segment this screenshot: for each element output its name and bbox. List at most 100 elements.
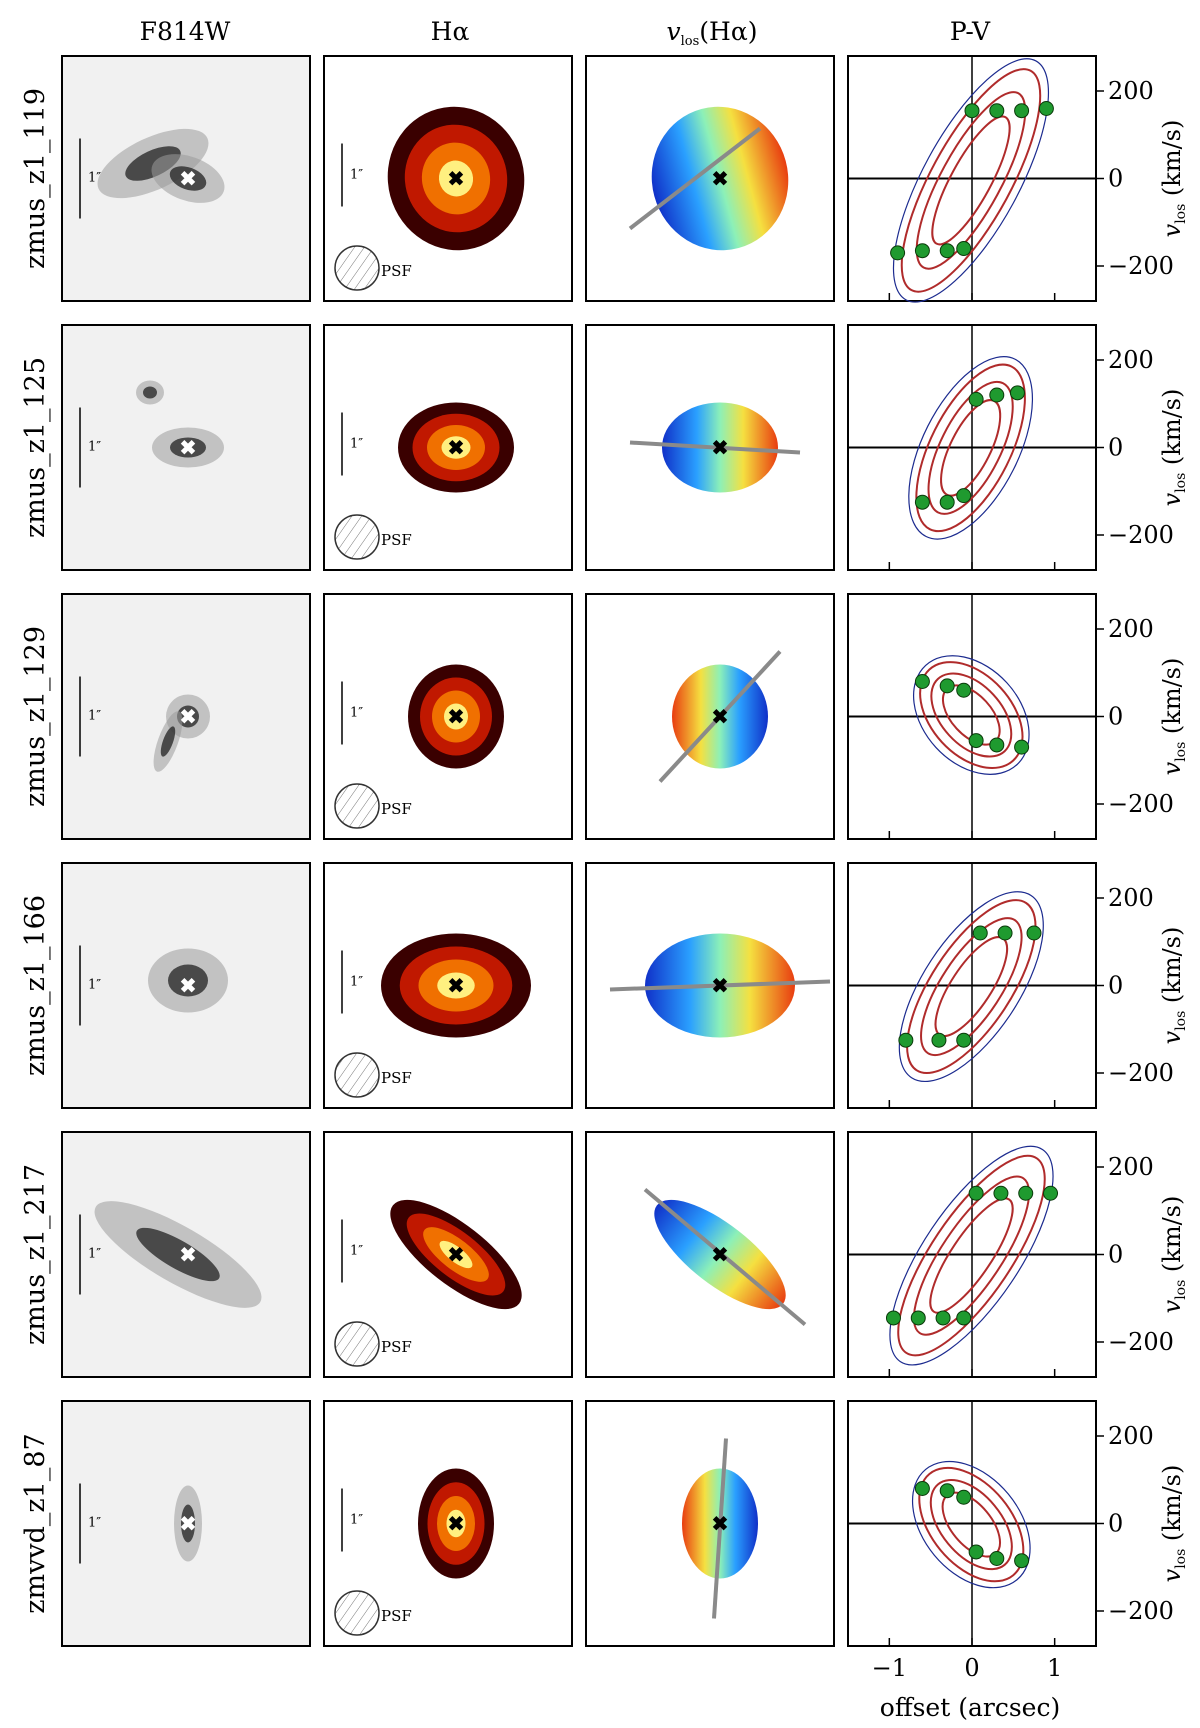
pv-ytick-label: −200 [1108,1597,1174,1625]
galaxy-core [160,726,176,757]
center-marker-icon: ✖ [712,167,729,191]
psf-circle-icon [334,1052,380,1098]
pv-diagram: 200 0 −200 vlos (km/s) −1 0 1 [847,1400,1189,1682]
pv-ytick-label: −200 [1108,521,1174,549]
pv-ytick-label: 200 [1108,77,1154,105]
scale-bar-label: 1″ [350,1244,363,1259]
pv-ytick-label: 200 [1108,615,1154,643]
psf-label: PSF [381,531,412,549]
pv-ylabel-rest: (km/s) [1158,1465,1186,1549]
pv-ylabel-main: v [1158,492,1186,506]
pv-diagram: 200 0 −200 vlos (km/s) [847,55,1189,303]
pv-ytick-label: −200 [1108,1328,1174,1356]
scale-bar-label: 1″ [88,1516,101,1531]
pv-point [1018,1185,1034,1201]
scale-bar-label: 1″ [350,168,363,183]
center-marker-icon: ✖ [180,436,197,460]
pv-ylabel-rest: (km/s) [1158,1196,1186,1280]
halpha-peak [446,1509,466,1538]
center-marker-icon: ✖ [712,1512,729,1536]
psf-circle-icon [334,1321,380,1367]
pv-ytick-label: 0 [1108,165,1123,193]
kinematic-axis-line [643,1187,807,1327]
center-marker-icon: ✖ [448,436,465,460]
kinematic-axis-line [712,1438,728,1619]
psf-label: PSF [381,262,412,280]
pv-point [956,488,972,504]
pv-ytick-label: −200 [1108,252,1174,280]
pv-point [931,1032,947,1048]
galaxy-core [169,166,207,191]
pv-data-contour [911,1460,1031,1589]
galaxy-core [168,964,208,997]
pv-point [972,925,988,941]
pv-point [1043,1185,1059,1201]
pv-ylabel-main: v [1158,223,1186,237]
pv-diagram: 200 0 −200 vlos (km/s) [847,593,1189,840]
pv-model-contour [929,1479,1013,1571]
pv-point [914,1481,930,1496]
pv-ylabel-sub: los [1173,1280,1189,1300]
pv-ytick-label: 0 [1108,1241,1123,1269]
pv-ytick-label: 200 [1108,1422,1154,1450]
pv-xlabel: offset (arcsec) [880,1693,1060,1722]
pv-point [910,1310,926,1326]
pv-point [939,243,955,259]
pv-data-contour [908,356,1034,540]
pv-ylabel-rest: (km/s) [1158,120,1186,204]
pv-point [914,243,930,259]
pv-ytick-label: 200 [1108,1153,1154,1181]
psf-label: PSF [381,800,412,818]
pv-point [1014,739,1030,755]
center-marker-icon: ✖ [180,167,197,191]
pv-ylabel-sub: los [1173,742,1189,762]
pv-model-contour [915,363,1026,533]
center-marker-icon: ✖ [712,974,729,998]
pv-point [964,103,980,119]
row-label: zmus_z1_125 [20,357,51,538]
pv-ylabel-rest: (km/s) [1158,927,1186,1011]
pv-ytick-label: 0 [1108,972,1123,1000]
pv-point [890,245,906,261]
row-zmus_z1_217: zmus_z1_217 ✖ 1″ ✖ 1″ PSF ✖ 200 0 −200 vlos (km/s) [20,1131,1189,1378]
pv-point [997,925,1013,941]
pv-point [935,1310,951,1326]
pv-ylabel: vlos (km/s) [1158,927,1189,1045]
pv-model-contour [897,1154,1046,1357]
pv-data-contour [892,58,1050,303]
center-marker-icon: ✖ [448,974,465,998]
galaxy-core [177,705,199,728]
pv-diagram: 200 0 −200 vlos (km/s) [847,862,1189,1109]
pv-ylabel: vlos (km/s) [1158,658,1189,776]
pv-point [956,1310,972,1326]
center-marker-icon: ✖ [712,705,729,729]
scale-bar-label: 1″ [88,978,101,993]
row-label: zmus_z1_129 [20,626,51,807]
pv-model-contour [927,380,1014,515]
pv-ytick-label: −200 [1108,1059,1174,1087]
row-zmus_z1_119: zmus_z1_119 ✖ 1″ ✖ 1″ PSF ✖ 200 0 −200 vlos (km/s) [20,55,1189,303]
pv-point [898,1032,914,1048]
pv-point [885,1310,901,1326]
pv-point [968,1544,984,1560]
pv-ylabel-sub: los [1173,473,1189,493]
galaxy-core [125,146,181,181]
pv-point [939,678,955,694]
halpha-peak [437,972,475,999]
scale-bar-label: 1″ [350,706,363,721]
kinematic-axis-line [658,650,782,783]
pv-point [968,391,984,407]
row-zmvvd_z1_87: zmvvd_z1_87 ✖ 1″ ✖ 1″ PSF ✖ 200 0 −200 vlos (km/s)… [20,1400,1189,1682]
center-marker-icon: ✖ [448,705,465,729]
pv-data-contour [889,1145,1054,1366]
pv-point [939,494,955,510]
center-marker-icon: ✖ [180,1243,197,1267]
pv-point [989,103,1005,119]
velocity-field [651,106,789,251]
pv-point [989,737,1005,753]
pv-point [914,674,930,689]
kinematic-axis-line [609,979,831,992]
pv-point [968,1185,984,1201]
pv-point [968,733,984,749]
pv-model-contour [930,672,1013,758]
